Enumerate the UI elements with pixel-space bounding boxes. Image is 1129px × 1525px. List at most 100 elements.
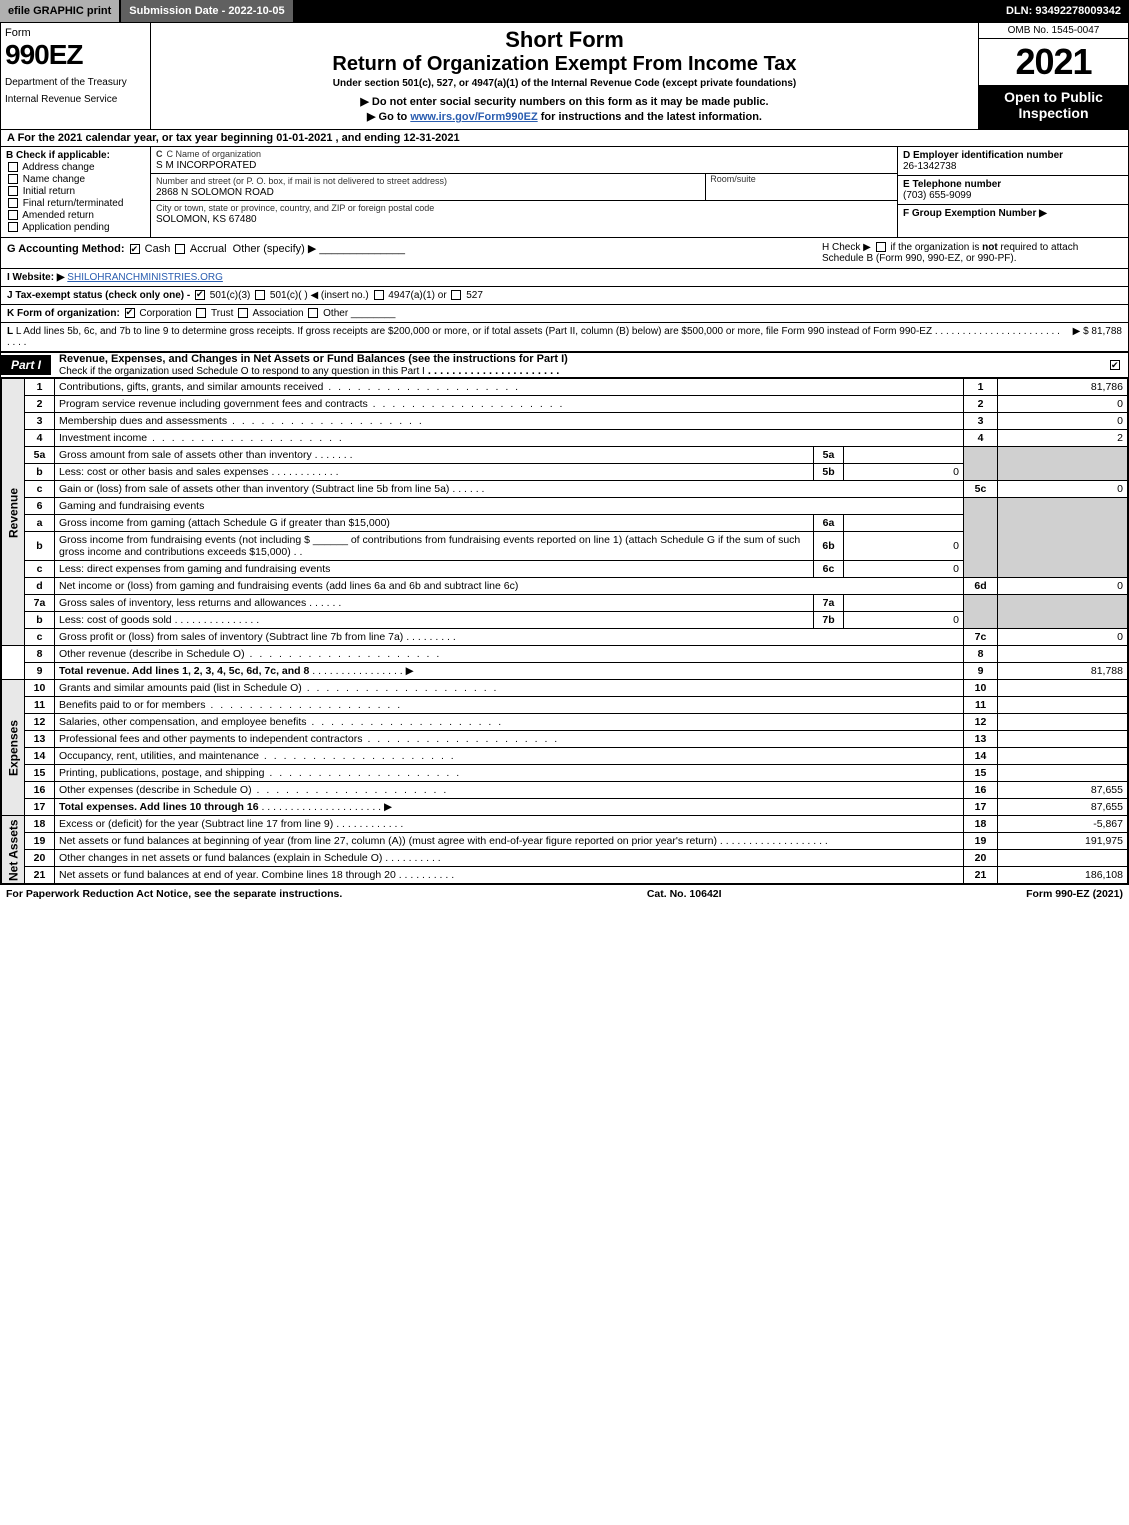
chk-initial-return[interactable] [8, 186, 18, 196]
k-prefix: K Form of organization: [7, 308, 120, 319]
part1-header: Part I Revenue, Expenses, and Changes in… [1, 352, 1128, 378]
e-label: E Telephone number [903, 179, 1001, 190]
goto-suffix: for instructions and the latest informat… [541, 111, 762, 123]
num-19: 19 [964, 833, 998, 850]
desc-4: Investment income [59, 432, 147, 444]
desc-6b-1: Gross income from fundraising events (no… [59, 534, 310, 546]
g-label: G Accounting Method: [7, 243, 125, 255]
short-form-title: Short Form [157, 27, 972, 53]
val-18: -5,867 [998, 816, 1128, 833]
val-12 [998, 714, 1128, 731]
chk-assoc[interactable] [238, 308, 248, 318]
desc-3: Membership dues and assessments [59, 415, 227, 427]
org-name: S M INCORPORATED [156, 160, 256, 171]
chk-501c[interactable] [255, 290, 265, 300]
ln-8: 8 [25, 646, 55, 663]
ln-3: 3 [25, 413, 55, 430]
h-schedule-b: H Check ▶ if the organization is not req… [822, 242, 1122, 264]
website-link[interactable]: SHILOHRANCHMINISTRIES.ORG [67, 272, 223, 283]
col-b: B Check if applicable: Address change Na… [1, 147, 151, 237]
chk-527[interactable] [451, 290, 461, 300]
h-not: not [982, 242, 998, 253]
ln-6a: a [25, 515, 55, 532]
ln-18: 18 [25, 816, 55, 833]
goto-link[interactable]: www.irs.gov/Form990EZ [410, 111, 537, 123]
k-corp: Corporation [139, 308, 191, 319]
d-label: D Employer identification number [903, 150, 1063, 161]
ln-6b: b [25, 532, 55, 561]
subv-7a [844, 595, 964, 612]
ln-5c: c [25, 481, 55, 498]
irs-label: Internal Revenue Service [5, 94, 146, 105]
subv-7b: 0 [844, 612, 964, 629]
subv-6c: 0 [844, 561, 964, 578]
under-section: Under section 501(c), 527, or 4947(a)(1)… [157, 78, 972, 89]
header-right: OMB No. 1545-0047 2021 Open to Public In… [978, 23, 1128, 129]
sub-6a: 6a [814, 515, 844, 532]
val-19: 191,975 [998, 833, 1128, 850]
room-label: Room/suite [710, 174, 756, 184]
num-10: 10 [964, 680, 998, 697]
goto-prefix: ▶ Go to [367, 111, 410, 123]
h-t2: if the organization is [890, 242, 982, 253]
opt-initial-return: Initial return [23, 186, 75, 197]
row-i: I Website: ▶ SHILOHRANCHMINISTRIES.ORG [1, 269, 1128, 287]
desc-6a: Gross income from gaming (attach Schedul… [55, 515, 814, 532]
val-2: 0 [998, 396, 1128, 413]
row-g-h: G Accounting Method: Cash Accrual Other … [1, 238, 1128, 269]
h-t1: H Check ▶ [822, 242, 871, 253]
ln-9: 9 [25, 663, 55, 680]
num-6d: 6d [964, 578, 998, 595]
dept-label: Department of the Treasury [5, 77, 146, 88]
chk-amended-return[interactable] [8, 210, 18, 220]
opt-name-change: Name change [23, 174, 85, 185]
chk-cash[interactable] [130, 244, 140, 254]
num-16: 16 [964, 782, 998, 799]
val-5c: 0 [998, 481, 1128, 498]
chk-name-change[interactable] [8, 174, 18, 184]
part1-schedo: Check if the organization used Schedule … [59, 366, 425, 377]
chk-trust[interactable] [196, 308, 206, 318]
desc-19: Net assets or fund balances at beginning… [59, 835, 717, 847]
chk-corp[interactable] [125, 308, 135, 318]
sub-7a: 7a [814, 595, 844, 612]
chk-address-change[interactable] [8, 162, 18, 172]
num-18: 18 [964, 816, 998, 833]
desc-5b: Less: cost or other basis and sales expe… [59, 466, 269, 478]
ln-15: 15 [25, 765, 55, 782]
subv-6b: 0 [844, 532, 964, 561]
chk-schedo-part1[interactable] [1110, 360, 1120, 370]
return-title: Return of Organization Exempt From Incom… [157, 53, 972, 76]
chk-schedule-b[interactable] [876, 242, 886, 252]
opt-application-pending: Application pending [22, 222, 109, 233]
j-4947: 4947(a)(1) or [388, 290, 446, 301]
chk-501c3[interactable] [195, 290, 205, 300]
ln-4: 4 [25, 430, 55, 447]
form-word: Form [5, 27, 146, 39]
chk-final-return[interactable] [8, 198, 18, 208]
val-11 [998, 697, 1128, 714]
k-other: Other [323, 308, 348, 319]
num-7c: 7c [964, 629, 998, 646]
j-501c3: 501(c)(3) [210, 290, 251, 301]
ln-13: 13 [25, 731, 55, 748]
form-header: Form 990EZ Department of the Treasury In… [1, 23, 1128, 130]
opt-amended-return: Amended return [22, 210, 94, 221]
ln-6: 6 [25, 498, 55, 515]
num-2: 2 [964, 396, 998, 413]
section-b-to-f: B Check if applicable: Address change Na… [1, 147, 1128, 238]
desc-5c: Gain or (loss) from sale of assets other… [59, 483, 449, 495]
g-accrual: Accrual [190, 243, 227, 255]
chk-accrual[interactable] [175, 244, 185, 254]
k-trust: Trust [211, 308, 233, 319]
desc-15: Printing, publications, postage, and shi… [59, 767, 264, 779]
chk-4947[interactable] [374, 290, 384, 300]
chk-application-pending[interactable] [8, 222, 18, 232]
page-footer: For Paperwork Reduction Act Notice, see … [0, 885, 1129, 903]
ln-7b: b [25, 612, 55, 629]
chk-other-org[interactable] [308, 308, 318, 318]
efile-print-button[interactable]: efile GRAPHIC print [0, 0, 121, 22]
val-3: 0 [998, 413, 1128, 430]
part1-title: Revenue, Expenses, and Changes in Net As… [51, 353, 1108, 377]
num-5c: 5c [964, 481, 998, 498]
